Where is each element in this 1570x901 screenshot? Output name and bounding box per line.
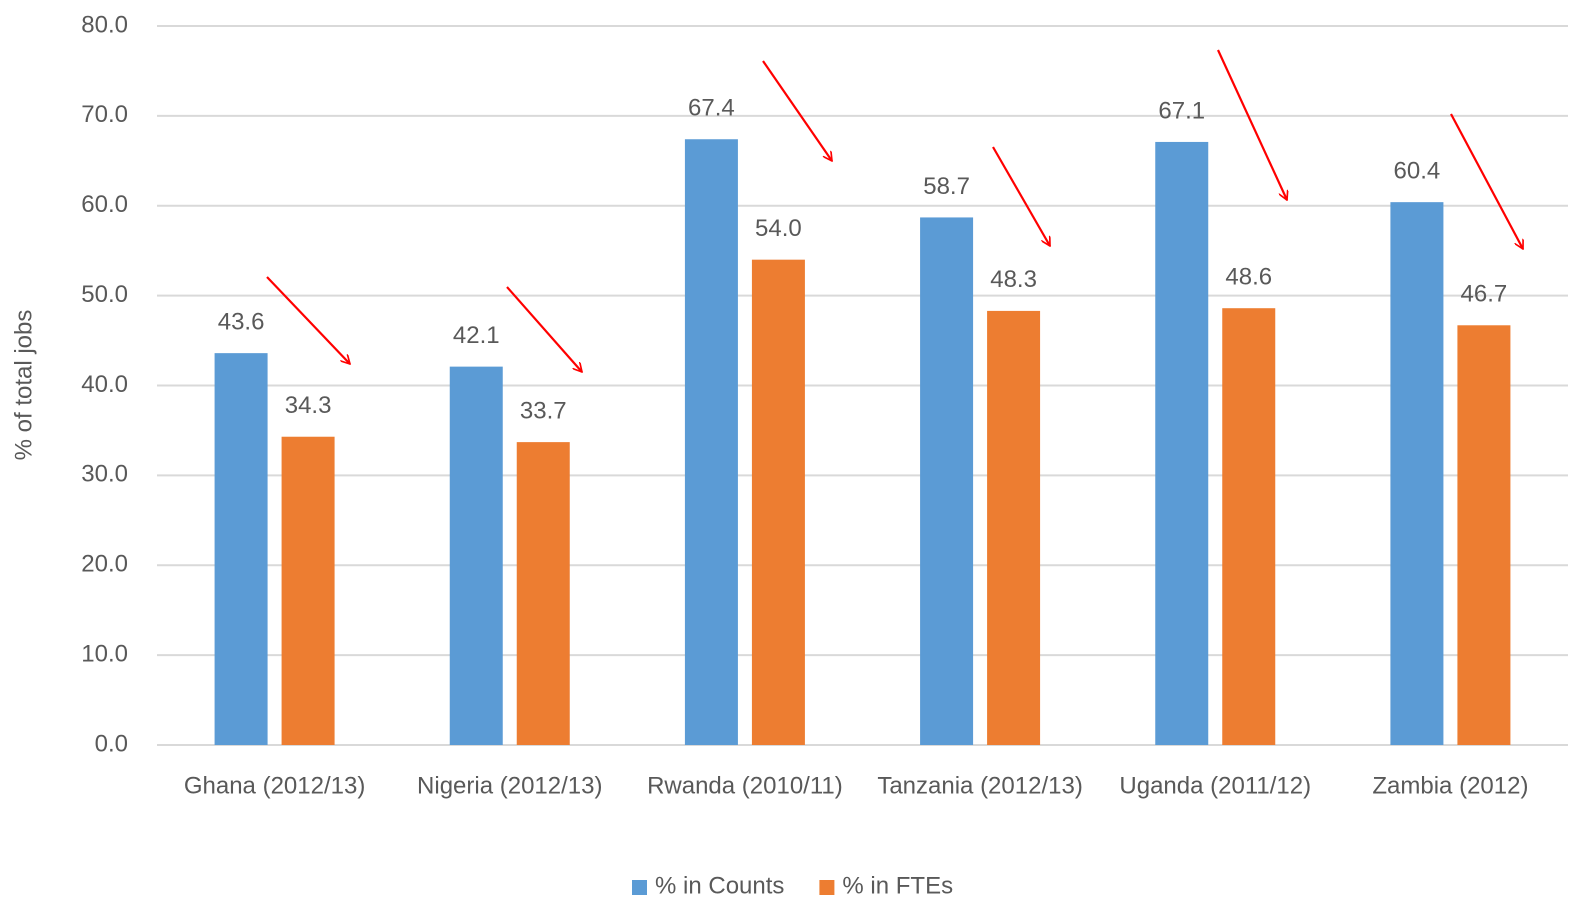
arrow	[762, 60, 832, 161]
value-label: 43.6	[218, 308, 265, 335]
bar	[1155, 141, 1209, 746]
y-axis-label: % of total jobs	[10, 310, 37, 461]
x-tick-label: Nigeria (2012/13)	[417, 772, 602, 799]
bar	[516, 442, 570, 745]
x-tick-label: Zambia (2012)	[1372, 772, 1528, 799]
legend-swatch	[632, 880, 647, 895]
legend-label: % in Counts	[655, 872, 784, 899]
value-label: 60.4	[1394, 157, 1441, 184]
bar	[281, 436, 335, 745]
value-label: 58.7	[923, 173, 970, 200]
y-tick-label: 30.0	[81, 461, 128, 488]
y-tick-label: 70.0	[81, 101, 128, 128]
arrow	[1450, 113, 1524, 249]
x-tick-label: Uganda (2011/12)	[1119, 772, 1311, 799]
value-label: 67.4	[688, 95, 735, 122]
value-label: 46.7	[1461, 281, 1508, 308]
arrow	[1217, 49, 1287, 200]
arrow	[506, 286, 582, 372]
value-label: 42.1	[453, 322, 500, 349]
bar	[751, 259, 805, 745]
x-tick-label: Tanzania (2012/13)	[877, 772, 1082, 799]
y-tick-label: 10.0	[81, 640, 128, 667]
bar	[1222, 308, 1276, 745]
bar	[684, 139, 738, 745]
arrow	[266, 276, 350, 364]
legend-label: % in FTEs	[842, 872, 953, 899]
value-label: 48.6	[1225, 264, 1272, 291]
value-label: 34.3	[285, 392, 332, 419]
arrow	[992, 146, 1051, 246]
y-tick-label: 20.0	[81, 551, 128, 578]
value-label: 67.1	[1158, 97, 1205, 124]
bar	[1390, 202, 1444, 745]
y-tick-label: 0.0	[95, 730, 128, 757]
bar	[987, 310, 1041, 745]
x-tick-label: Ghana (2012/13)	[184, 772, 365, 799]
x-tick-label: Rwanda (2010/11)	[647, 772, 843, 799]
y-tick-label: 40.0	[81, 371, 128, 398]
value-label: 54.0	[755, 215, 802, 242]
bar	[449, 366, 503, 745]
bar	[214, 353, 268, 745]
value-label: 33.7	[520, 397, 567, 424]
legend-swatch	[819, 880, 835, 895]
y-tick-label: 60.0	[81, 191, 128, 218]
annotation-arrows	[266, 49, 1524, 372]
bar	[920, 217, 974, 746]
y-tick-label: 50.0	[81, 281, 128, 308]
bar	[1457, 325, 1511, 745]
value-label: 48.3	[990, 266, 1037, 293]
y-tick-label: 80.0	[81, 11, 128, 38]
